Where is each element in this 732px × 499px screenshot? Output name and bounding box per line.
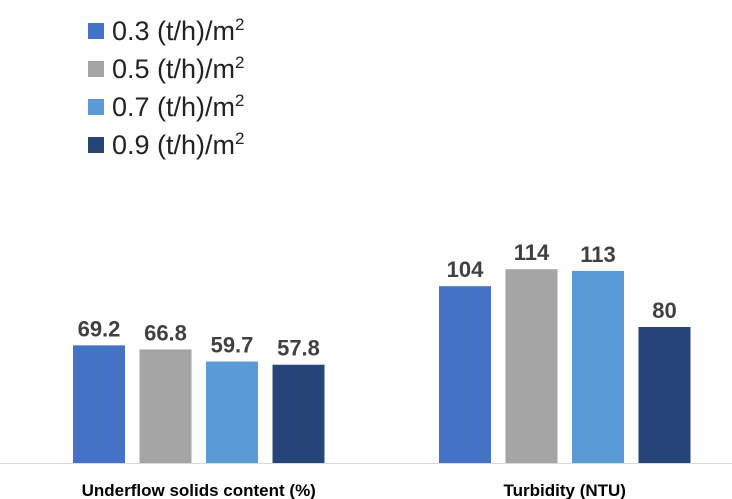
data-label: 104 xyxy=(447,257,484,282)
legend-swatch xyxy=(88,137,104,153)
bar xyxy=(73,345,125,463)
legend-item: 0.5 (t/h)/m2 xyxy=(88,50,245,88)
legend-label: 0.7 (t/h)/m2 xyxy=(112,91,245,122)
bar xyxy=(206,361,258,463)
legend-label: 0.9 (t/h)/m2 xyxy=(112,129,245,160)
data-label: 113 xyxy=(580,242,616,267)
bar xyxy=(505,269,558,463)
bars-group: 69.2 66.8 59.7 57.8 104 114 113 80 xyxy=(73,240,691,463)
category-label: Underflow solids content (%) xyxy=(82,481,316,499)
data-label: 57.8 xyxy=(277,336,320,361)
legend-swatch xyxy=(88,23,104,39)
category-labels-group: Underflow solids content (%) Turbidity (N… xyxy=(82,481,626,499)
data-label: 69.2 xyxy=(78,316,121,341)
legend-item: 0.3 (t/h)/m2 xyxy=(88,12,245,50)
legend-item: 0.9 (t/h)/m2 xyxy=(88,126,245,164)
bar xyxy=(638,327,691,463)
chart-legend: 0.3 (t/h)/m2 0.5 (t/h)/m2 0.7 (t/h)/m2 0… xyxy=(88,12,245,164)
bar xyxy=(272,364,325,463)
category-label: Turbidity (NTU) xyxy=(504,481,626,499)
bar xyxy=(572,270,624,463)
legend-item: 0.7 (t/h)/m2 xyxy=(88,88,245,126)
data-label: 66.8 xyxy=(144,320,187,345)
data-label: 114 xyxy=(514,240,550,265)
legend-swatch xyxy=(88,61,104,77)
legend-label: 0.5 (t/h)/m2 xyxy=(112,53,245,84)
data-label: 59.7 xyxy=(211,333,254,358)
bar xyxy=(439,286,491,463)
bar xyxy=(139,349,192,463)
legend-swatch xyxy=(88,99,104,115)
data-label: 80 xyxy=(652,298,676,323)
legend-label: 0.3 (t/h)/m2 xyxy=(112,15,245,46)
